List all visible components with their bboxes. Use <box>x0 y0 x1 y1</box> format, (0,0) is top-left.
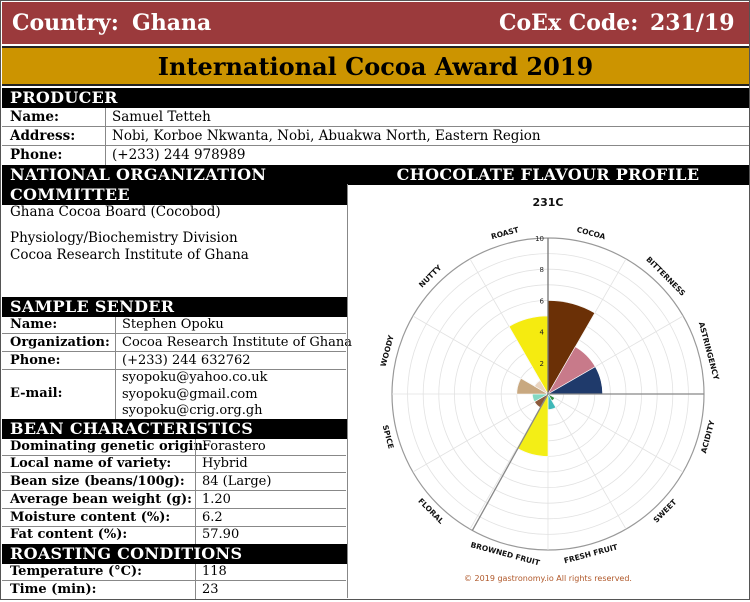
bean-value: Hybrid <box>202 456 248 471</box>
roasting-table: Temperature (°C): 118 Time (min): 23 <box>2 564 346 599</box>
noc-line-1: Ghana Cocoa Board (Cocobod) <box>10 204 221 220</box>
bean-row: Average bean weight (g): 1.20 <box>2 491 346 509</box>
roasting-header: ROASTING CONDITIONS <box>2 544 347 564</box>
sender-name-row: Name: Stephen Opoku <box>2 317 346 334</box>
tick-label: 10 <box>535 235 544 243</box>
coex-code: 231/19 <box>650 10 735 36</box>
sender-phone-row: Phone: (+233) 244 632762 <box>2 352 346 370</box>
sender-org-row: Organization: Cocoa Research Institute o… <box>2 334 352 352</box>
sender-phone-label: Phone: <box>10 353 61 368</box>
tick-label: 2 <box>540 360 544 368</box>
chart-title: 231C <box>532 196 563 209</box>
category-label: WOODY <box>379 334 396 368</box>
category-label: ROAST <box>490 225 520 241</box>
bean-row: Moisture content (%): 6.2 <box>2 509 346 527</box>
producer-divider <box>105 108 106 165</box>
copyright-note: © 2019 gastronomy.io All rights reserved… <box>464 574 632 583</box>
roasting-row: Time (min): 23 <box>2 581 346 599</box>
category-label: SPICE <box>381 424 396 450</box>
sender-org: Cocoa Research Institute of Ghana <box>122 335 352 350</box>
sender-divider <box>115 317 116 419</box>
bean-row: Dominating genetic origin: Forastero <box>2 439 346 456</box>
tick-label: 4 <box>540 329 545 337</box>
grid-spoke <box>412 393 549 473</box>
wedge-woody <box>516 377 550 395</box>
wedge-browned-fruit <box>516 392 549 457</box>
category-label: COCOA <box>576 225 607 241</box>
tick-label: 8 <box>540 266 544 274</box>
sender-email-label: E-mail: <box>10 386 63 401</box>
roasting-label: Temperature (°C): <box>10 564 142 579</box>
producer-name-label: Name: <box>10 109 59 125</box>
bean-row: Fat content (%): 57.90 <box>2 527 346 544</box>
bean-row: Local name of variety: Hybrid <box>2 456 346 473</box>
category-label: FLORAL <box>416 496 445 525</box>
sender-email-2[interactable]: syopoku@gmail.com <box>122 387 258 402</box>
country-bar: Country: Ghana CoEx Code: 231/19 <box>2 2 749 44</box>
bean-value: 1.20 <box>202 492 231 507</box>
roasting-row: Temperature (°C): 118 <box>2 564 346 581</box>
bean-label: Moisture content (%): <box>10 510 171 525</box>
award-title: International Cocoa Award 2019 <box>2 46 749 86</box>
noc-line-3: Cocoa Research Institute of Ghana <box>10 247 249 263</box>
producer-name: Samuel Tetteh <box>112 109 211 125</box>
bean-row: Bean size (beans/100g): 84 (Large) <box>2 473 346 491</box>
bean-label: Bean size (beans/100g): <box>10 474 185 489</box>
grid-spoke <box>547 393 627 530</box>
bean-divider <box>195 439 196 544</box>
producer-header: PRODUCER <box>2 88 749 108</box>
bean-label: Local name of variety: <box>10 456 172 471</box>
bean-label: Fat content (%): <box>10 527 128 542</box>
bean-table: Dominating genetic origin: Forastero Loc… <box>2 439 346 544</box>
roasting-divider <box>195 564 196 599</box>
profile-header: CHOCOLATE FLAVOUR PROFILE <box>347 165 749 185</box>
sender-org-label: Organization: <box>10 335 110 350</box>
producer-address-row: Address: Nobi, Korboe Nkwanta, Nobi, Abu… <box>2 127 749 146</box>
roasting-value: 23 <box>202 582 219 597</box>
bean-value: Forastero <box>202 439 266 454</box>
producer-address-label: Address: <box>10 128 76 144</box>
tick-label: 6 <box>540 297 545 305</box>
bean-header: BEAN CHARACTERISTICS <box>2 419 347 439</box>
category-label: ACIDITY <box>699 419 717 454</box>
producer-phone: (+233) 244 978989 <box>112 147 246 163</box>
noc-line-2: Physiology/Biochemistry Division <box>10 230 238 246</box>
coex-label: CoEx Code: <box>499 10 639 36</box>
sender-email-1[interactable]: syopoku@yahoo.co.uk <box>122 370 268 385</box>
reference-line <box>471 393 549 531</box>
category-label: FRESH FRUIT <box>563 542 620 565</box>
sender-email-3[interactable]: syopoku@crig.org.gh <box>122 403 263 418</box>
bean-label: Average bean weight (g): <box>10 492 192 507</box>
sender-header: SAMPLE SENDER <box>2 297 347 317</box>
sender-email-row: E-mail: syopoku@yahoo.co.uk syopoku@gmai… <box>2 370 346 419</box>
category-label: NUTTY <box>417 263 444 290</box>
sender-table: Name: Stephen Opoku Organization: Cocoa … <box>2 317 352 419</box>
sender-phone: (+233) 244 632762 <box>122 353 251 368</box>
bean-value: 84 (Large) <box>202 474 272 489</box>
sender-name: Stephen Opoku <box>122 317 224 332</box>
category-label: SWEET <box>652 497 680 525</box>
noc-header: NATIONAL ORGANIZATION COMMITTEE <box>2 165 347 205</box>
bean-value: 6.2 <box>202 510 223 525</box>
country-value: Ghana <box>132 10 212 36</box>
sender-name-label: Name: <box>10 317 58 332</box>
roasting-value: 118 <box>202 564 227 579</box>
roasting-label: Time (min): <box>10 582 97 597</box>
bean-value: 57.90 <box>202 527 240 542</box>
flavour-profile-chart: 2 4 6 8 10 COCOA BITTERNESS ASTRINGENCY ACIDITY S… <box>347 184 749 598</box>
country-label: Country: <box>12 10 119 36</box>
grid-spoke <box>547 393 684 473</box>
category-label: ASTRINGENCY <box>697 321 721 382</box>
producer-phone-row: Phone: (+233) 244 978989 <box>2 146 749 165</box>
producer-name-row: Name: Samuel Tetteh <box>2 108 749 127</box>
producer-phone-label: Phone: <box>10 147 63 163</box>
producer-address: Nobi, Korboe Nkwanta, Nobi, Abuakwa Nort… <box>112 128 541 144</box>
bean-label: Dominating genetic origin: <box>10 439 208 454</box>
